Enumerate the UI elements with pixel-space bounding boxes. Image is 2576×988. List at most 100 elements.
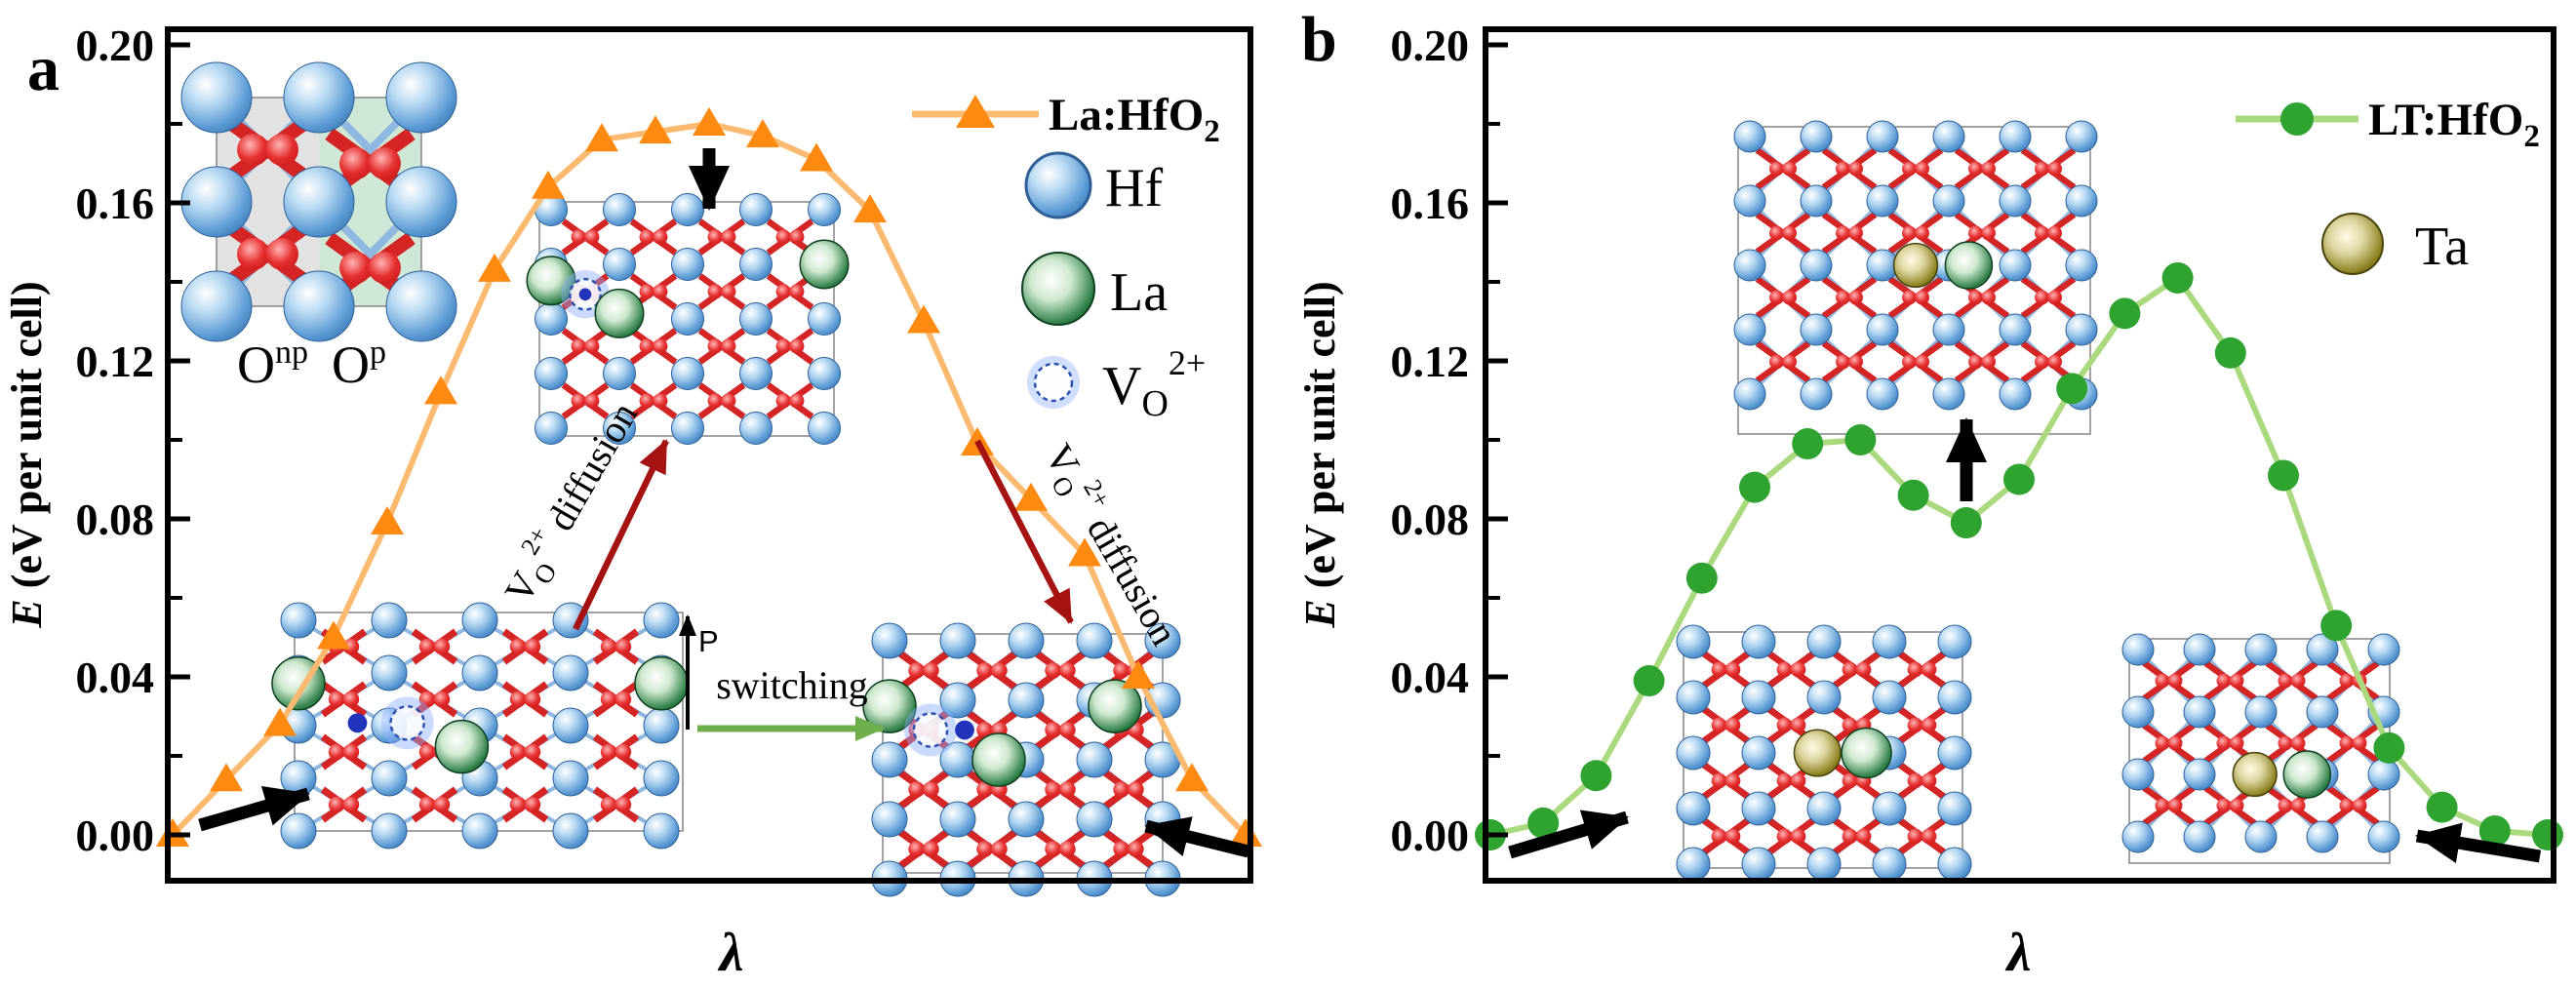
hf-atom <box>643 707 680 744</box>
o-atom <box>524 691 541 708</box>
cell-outline <box>1737 126 2091 435</box>
o-atom <box>2047 225 2062 241</box>
y-tick-label: 0.16 <box>76 178 155 228</box>
o-atom <box>1045 722 1061 738</box>
hf-atom <box>461 654 498 692</box>
vo-diffusion-arrow-left <box>573 439 669 631</box>
arrows-b <box>1508 417 2542 863</box>
o-atom <box>1711 661 1727 678</box>
hf-atom <box>1932 184 1965 217</box>
dopant-site-atom <box>955 720 974 740</box>
hf-atom <box>1872 791 1907 826</box>
o-atom <box>2047 161 2062 177</box>
o-atom <box>1968 290 1983 305</box>
o-atom <box>1724 717 1741 733</box>
o-atom <box>789 284 805 299</box>
hf-atom <box>1872 680 1907 715</box>
o-atom <box>2047 354 2062 370</box>
hf-atom <box>2183 820 2216 853</box>
legend-series-label-b: LT:HfO2 <box>2368 95 2540 154</box>
o-atom <box>1907 772 1923 789</box>
o-atom <box>1968 161 1983 177</box>
hf-atom <box>2121 758 2155 791</box>
o-atom <box>1782 290 1797 305</box>
data-point-marker <box>2373 731 2405 764</box>
o-atom <box>653 338 668 354</box>
series-la-hfo2 <box>156 107 1262 847</box>
hf-atom <box>739 302 773 336</box>
o-atom <box>600 691 617 708</box>
o-atom <box>707 284 723 299</box>
legend-series-marker-a <box>912 95 1039 128</box>
y-tick-label: 0.00 <box>1391 810 1470 860</box>
la-atom <box>1944 241 1994 290</box>
hf-atom <box>2306 820 2339 853</box>
o-atom <box>923 841 939 857</box>
o-atom <box>2155 673 2170 689</box>
o-atom <box>1045 841 1061 857</box>
o-atom <box>1724 772 1741 789</box>
panel-label-b: b <box>1301 4 1337 75</box>
switching-label: switching <box>716 663 868 707</box>
hf-atom <box>671 412 704 445</box>
hf-atom <box>2065 249 2098 282</box>
hf-atom <box>180 270 253 342</box>
o-atom <box>2216 798 2232 813</box>
data-point-marker <box>2268 459 2299 492</box>
o-atom <box>1711 772 1727 789</box>
data-point-marker <box>1068 537 1101 567</box>
data-point-marker <box>1175 763 1209 792</box>
oxygen-vacancy <box>912 712 949 748</box>
o-atom <box>584 338 600 354</box>
polarization-label: P <box>698 624 719 658</box>
inset-transition-state-structure-b <box>1733 120 2098 435</box>
hf-atom <box>671 248 704 281</box>
o-atom <box>584 229 600 245</box>
o-atom <box>237 133 270 167</box>
hf-atom <box>1676 735 1711 771</box>
hf-atom <box>1076 622 1113 659</box>
hf-atom <box>739 193 773 226</box>
o-atom <box>1848 225 1863 241</box>
hf-atom <box>180 166 253 238</box>
hf-atom <box>371 760 408 797</box>
o-atom <box>524 638 541 655</box>
o-atom <box>1842 717 1858 733</box>
o-atom <box>368 251 401 285</box>
o-atom <box>1981 290 1996 305</box>
hf-atom <box>1937 624 1972 659</box>
o-atom <box>1790 717 1806 733</box>
hf-atom <box>2183 758 2216 791</box>
o-atom <box>600 796 617 813</box>
la-atom <box>526 256 576 306</box>
hf-atom <box>1937 735 1972 771</box>
o-atom <box>600 638 617 655</box>
data-point-marker <box>907 304 940 334</box>
o-atom <box>1981 225 1996 241</box>
data-point-marker <box>1685 562 1718 594</box>
y-tick-label: 0.12 <box>1391 336 1470 386</box>
o-atom <box>775 393 791 409</box>
o-atom <box>1848 161 1863 177</box>
inset-initial-state-structure-a <box>271 602 689 850</box>
o-atom <box>1921 828 1937 845</box>
hf-atom <box>1741 624 1776 659</box>
o-atom <box>2035 225 2049 241</box>
o-atom <box>2352 798 2367 813</box>
o-atom <box>2167 673 2183 689</box>
data-point-marker <box>585 123 618 152</box>
hf-atom <box>1733 313 1766 346</box>
la-atom <box>1841 727 1892 779</box>
hf-atom <box>871 622 908 659</box>
o-atom <box>1921 717 1937 733</box>
y-tick-label: 0.08 <box>76 494 155 544</box>
o-atom <box>1128 841 1144 857</box>
hf-atom <box>1999 313 2032 346</box>
o-atom <box>1059 662 1076 679</box>
o-atom <box>1113 662 1129 679</box>
hf-atom <box>385 166 457 238</box>
hf-atom <box>1806 791 1842 826</box>
o-atom <box>328 691 345 708</box>
dopant-site-atom <box>347 713 368 733</box>
final-state-arrow-b <box>2415 822 2542 863</box>
